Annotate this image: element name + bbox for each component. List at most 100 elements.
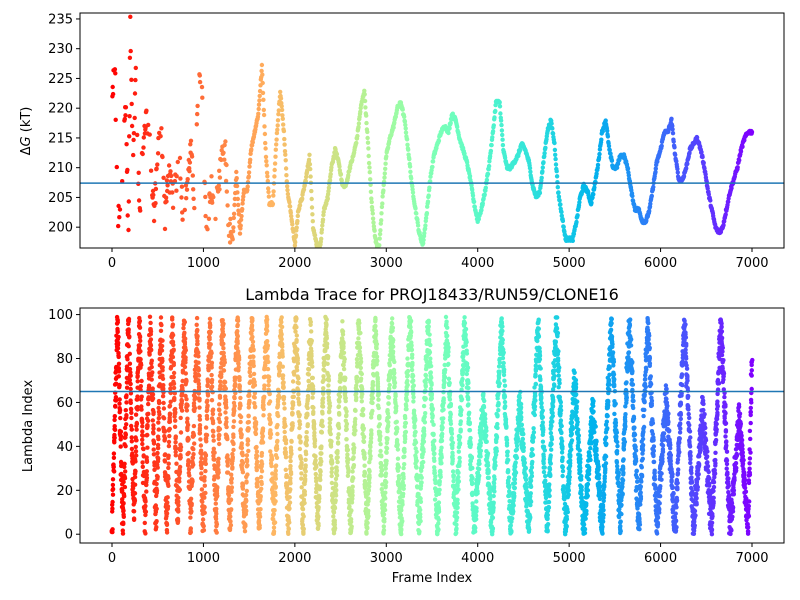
delta-g-point <box>301 187 307 192</box>
lambda-point <box>299 462 304 467</box>
delta-g-point <box>279 104 284 109</box>
lambda-point <box>446 353 451 358</box>
lambda-point <box>173 434 178 439</box>
lambda-point <box>135 379 140 384</box>
delta-g-point <box>113 71 118 76</box>
delta-g-point <box>455 124 460 130</box>
lambda-point <box>441 407 446 412</box>
lambda-point <box>313 471 318 477</box>
lambda-point <box>368 448 373 454</box>
delta-g-point <box>155 162 160 167</box>
lambda-point <box>438 468 443 474</box>
delta-g-point <box>231 225 236 230</box>
lambda-point <box>207 335 212 340</box>
lambda-point <box>132 482 138 487</box>
lambda-point <box>199 455 204 461</box>
lambda-point <box>116 374 122 379</box>
lambda-point <box>127 334 132 339</box>
delta-g-point <box>290 222 295 227</box>
lambda-point <box>148 337 154 342</box>
lambda-point <box>280 348 285 353</box>
lambda-point <box>279 315 284 320</box>
delta-g-point <box>334 152 340 157</box>
delta-g-point <box>483 185 488 190</box>
delta-g-point <box>595 162 601 168</box>
delta-g-point <box>413 206 418 211</box>
delta-g-point <box>275 123 280 128</box>
lambda-point <box>128 406 134 412</box>
lambda-point <box>445 325 450 330</box>
lambda-point <box>243 504 248 509</box>
delta-g-point <box>553 162 559 167</box>
delta-g-point <box>493 108 498 114</box>
lambda-point <box>186 459 191 464</box>
lambda-point <box>273 492 278 498</box>
delta-g-point <box>319 227 325 232</box>
lambda-point <box>319 446 324 451</box>
delta-g-point <box>383 161 388 166</box>
lambda-point <box>202 483 207 488</box>
lambda-point <box>391 367 397 373</box>
lambda-point <box>414 465 419 470</box>
delta-g-point <box>423 223 428 228</box>
delta-g-point <box>312 233 318 238</box>
lambda-point <box>364 531 369 536</box>
lambda-point <box>395 447 401 452</box>
lambda-point <box>328 417 333 422</box>
delta-g-point <box>227 240 233 245</box>
delta-g-point <box>540 165 545 170</box>
lambda-point <box>118 429 124 434</box>
lambda-point <box>279 324 285 330</box>
lambda-point <box>217 393 223 399</box>
delta-g-point <box>195 111 200 117</box>
lambda-point <box>124 413 129 418</box>
lambda-point <box>300 507 306 512</box>
lambda-point <box>384 446 390 451</box>
lambda-point <box>282 429 287 435</box>
lambda-point <box>133 444 138 450</box>
lambda-point <box>191 452 196 457</box>
lambda-point <box>173 449 178 455</box>
delta-g-point <box>217 187 222 192</box>
lambda-point <box>279 337 284 342</box>
lambda-point <box>137 325 143 330</box>
lambda-point <box>229 476 234 481</box>
lambda-point <box>447 380 452 386</box>
delta-g-point <box>260 90 266 96</box>
delta-g-point <box>369 199 374 205</box>
lambda-point <box>402 433 407 439</box>
delta-g-point <box>542 151 547 156</box>
lambda-point <box>240 460 246 466</box>
delta-g-point <box>368 177 373 182</box>
delta-g-point <box>470 193 476 198</box>
delta-g-point <box>129 77 134 83</box>
lambda-point <box>261 406 266 412</box>
delta-g-point <box>197 73 202 78</box>
delta-g-point <box>187 160 193 165</box>
lambda-point <box>281 384 286 390</box>
delta-g-point <box>113 117 118 123</box>
lambda-point <box>310 364 315 369</box>
delta-g-point <box>179 195 184 200</box>
delta-g-point <box>261 112 267 118</box>
delta-g-point <box>190 173 195 178</box>
delta-g-point <box>144 108 149 113</box>
lambda-point <box>203 425 209 430</box>
delta-g-point <box>527 165 533 171</box>
lambda-point <box>162 438 167 443</box>
lambda-point <box>340 319 345 324</box>
lambda-point <box>155 474 160 479</box>
lambda-point <box>233 375 238 380</box>
lambda-point <box>440 420 445 425</box>
lambda-point <box>320 404 326 409</box>
delta-g-point <box>123 105 129 110</box>
lambda-point <box>204 432 210 438</box>
lambda-point <box>245 463 250 468</box>
lambda-point <box>149 364 154 370</box>
lambda-point <box>287 500 293 505</box>
lambda-point <box>331 514 336 519</box>
delta-g-point <box>216 183 221 188</box>
lambda-point <box>410 373 416 379</box>
delta-g-point <box>133 65 138 71</box>
